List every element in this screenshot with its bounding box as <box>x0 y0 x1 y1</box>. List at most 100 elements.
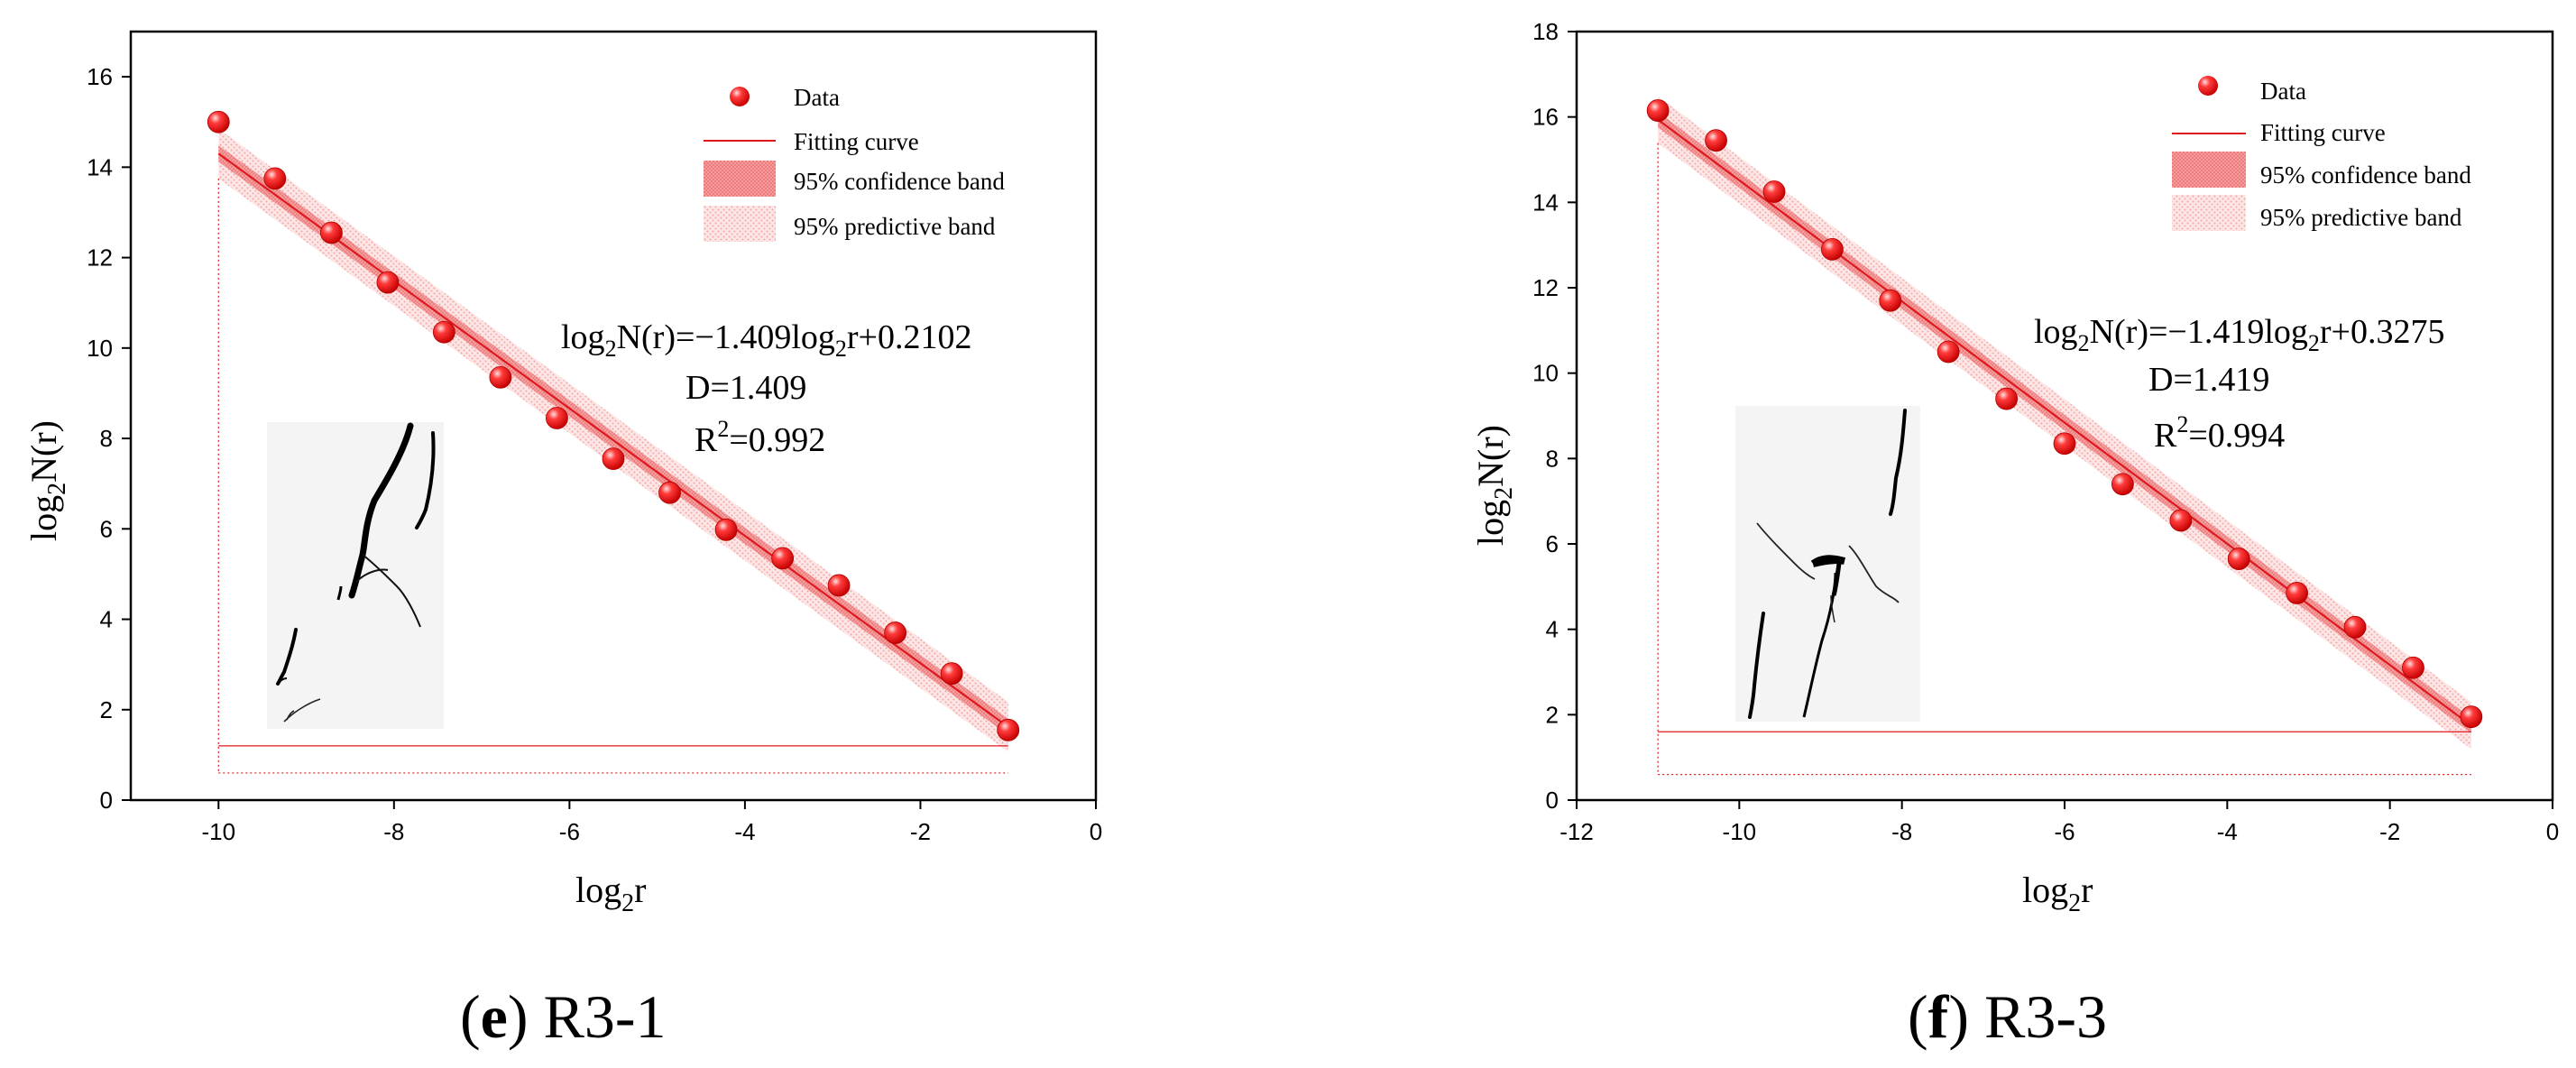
data-point <box>602 447 625 471</box>
fit-line <box>1657 118 2472 727</box>
data-point <box>319 221 343 244</box>
data-point <box>263 167 287 190</box>
fit-equation: log2N(r)=−1.409log2r+0.2102 <box>561 318 971 362</box>
data-point <box>1820 237 1844 261</box>
legend-label-pred: 95% predictive band <box>794 213 996 240</box>
legend-marker-data <box>730 87 750 106</box>
y-tick-label: 10 <box>1532 360 1559 387</box>
legend-swatch-conf <box>2172 152 2246 188</box>
y-tick-label: 4 <box>1546 616 1559 643</box>
fit-line-layer <box>1657 118 2472 727</box>
y-tick-label: 8 <box>1546 445 1559 472</box>
data-point <box>2169 509 2193 532</box>
x-tick-label: -12 <box>1559 818 1594 845</box>
data-point <box>2053 432 2076 456</box>
y-tick-label: 12 <box>1532 274 1559 301</box>
axis-ticks: -10 -8 -6 -4 -2 0 0 2 4 6 8 10 12 14 16 <box>87 63 1102 845</box>
data-point <box>1762 180 1786 203</box>
y-tick-label: 16 <box>1532 104 1559 131</box>
y-tick-label: 2 <box>1546 701 1559 728</box>
data-point <box>2227 548 2250 570</box>
data-point <box>658 481 681 504</box>
y-tick-label: 8 <box>100 425 113 452</box>
data-markers <box>207 110 1020 741</box>
data-point <box>1646 99 1670 122</box>
fit-equation: log2N(r)=−1.419log2r+0.3275 <box>2034 313 2444 356</box>
data-point <box>940 662 963 686</box>
panel-caption: (e) R3-1 <box>460 982 667 1051</box>
legend-label-data: Data <box>794 84 840 111</box>
y-tick-label: 2 <box>100 696 113 723</box>
legend-label-pred: 95% predictive band <box>2260 204 2462 231</box>
chart-panel-e: -10 -8 -6 -4 -2 0 0 2 4 6 8 10 12 14 16 Data Fitting c… <box>23 30 1102 1051</box>
x-tick-label: -4 <box>734 818 755 845</box>
x-tick-label: -8 <box>1891 818 1912 845</box>
plot-frame <box>129 30 1098 802</box>
data-point <box>1937 340 1960 364</box>
legend-swatch-pred <box>2172 195 2246 231</box>
fit-line <box>217 152 1009 728</box>
data-point <box>827 574 851 597</box>
legend-label-fit: Fitting curve <box>794 128 919 155</box>
fit-line-layer <box>217 152 1009 728</box>
y-tick-label: 6 <box>100 515 113 542</box>
y-tick-label: 10 <box>87 335 113 362</box>
data-point <box>207 110 230 134</box>
data-point <box>546 407 568 429</box>
legend-label-data: Data <box>2260 78 2306 105</box>
data-point <box>1879 289 1902 312</box>
y-tick-label: 14 <box>1532 189 1559 216</box>
data-point <box>432 320 455 344</box>
x-tick-label: 0 <box>1090 818 1102 845</box>
inset-crack-image <box>267 422 444 729</box>
data-point <box>714 518 738 541</box>
legend: Data Fitting curve 95% confidence band 9… <box>704 84 1005 242</box>
data-point <box>1705 129 1727 152</box>
axis-ticks: -12 -10 -8 -6 -4 -2 0 0 2 4 6 8 10 12 14 16 18 <box>1532 18 2559 845</box>
data-point <box>2343 615 2367 639</box>
data-point <box>489 365 512 389</box>
legend-swatch-conf <box>704 161 776 197</box>
y-tick-label: 0 <box>1546 787 1559 814</box>
y-tick-label: 0 <box>100 787 113 814</box>
x-tick-label: -8 <box>383 818 404 845</box>
data-point <box>2460 705 2483 729</box>
x-axis-label: log2r <box>575 870 646 917</box>
x-tick-label: -4 <box>2217 818 2238 845</box>
r-squared: R2=0.992 <box>695 416 825 459</box>
legend-swatch-pred <box>704 206 776 242</box>
data-point <box>2286 582 2309 604</box>
y-tick-label: 12 <box>87 244 113 272</box>
x-tick-label: -10 <box>201 818 235 845</box>
legend-label-conf: 95% confidence band <box>2260 161 2471 189</box>
panel-caption: (f) R3-3 <box>1908 982 2107 1051</box>
fractal-dimension: D=1.419 <box>2148 361 2269 399</box>
x-axis-label: log2r <box>2022 870 2093 917</box>
data-point <box>884 621 907 644</box>
data-point <box>376 271 400 294</box>
x-tick-label: 0 <box>2546 818 2559 845</box>
chart-panel-f: -12 -10 -8 -6 -4 -2 0 0 2 4 6 8 10 12 14 16 18 Data Fitt… <box>1470 18 2559 1051</box>
data-point <box>1995 387 2019 410</box>
data-point <box>2111 473 2134 496</box>
data-point <box>997 718 1020 741</box>
fractal-dimension: D=1.409 <box>685 369 806 407</box>
legend-marker-data <box>2198 76 2218 96</box>
x-tick-label: -6 <box>559 818 580 845</box>
legend-label-fit: Fitting curve <box>2260 119 2386 146</box>
x-tick-label: -2 <box>2379 818 2400 845</box>
y-tick-label: 16 <box>87 63 113 90</box>
data-markers <box>1646 99 2483 729</box>
y-tick-label: 6 <box>1546 530 1559 557</box>
y-axis-label: log2N(r) <box>23 420 71 541</box>
legend-label-conf: 95% confidence band <box>794 168 1005 195</box>
inset-crack-image <box>1735 406 1920 722</box>
legend: Data Fitting curve 95% confidence band 9… <box>2172 76 2471 231</box>
r-squared: R2=0.994 <box>2154 411 2285 455</box>
data-point <box>771 547 795 570</box>
x-tick-label: -10 <box>1723 818 1757 845</box>
x-tick-label: -2 <box>910 818 931 845</box>
x-tick-label: -6 <box>2054 818 2075 845</box>
y-tick-label: 4 <box>100 606 113 633</box>
